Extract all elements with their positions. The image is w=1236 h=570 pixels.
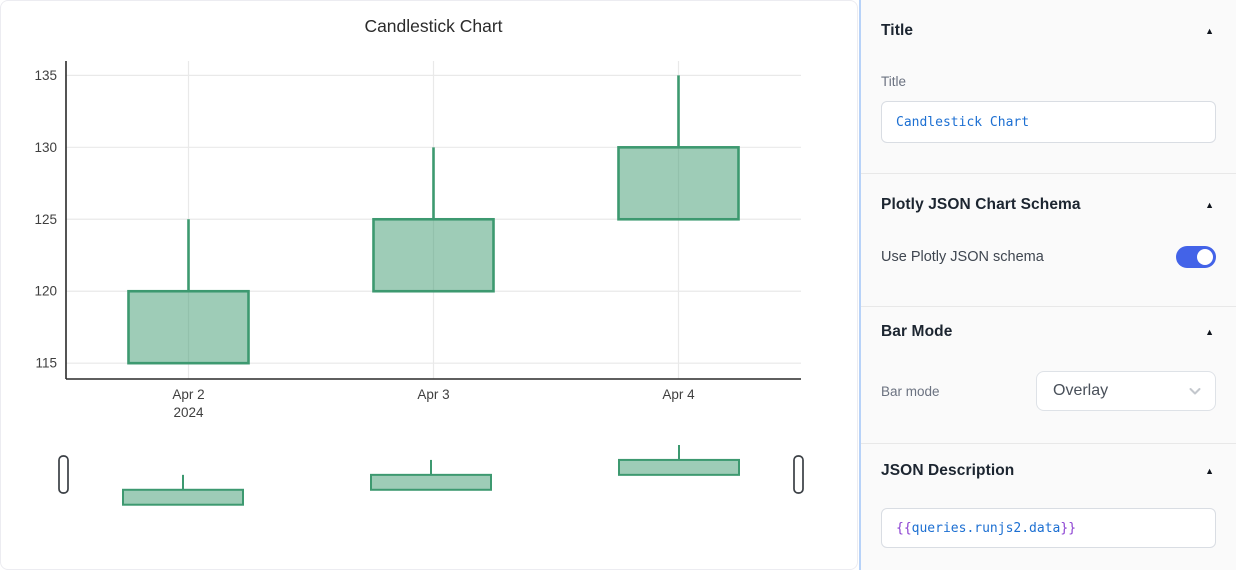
rangeslider-candlestick-body: [618, 458, 740, 476]
title-input-value: Candlestick Chart: [896, 114, 1030, 130]
chart-title: Candlestick Chart: [364, 16, 502, 36]
section-json-description: JSON Description ▲ {{queries.runjs2.data…: [861, 444, 1236, 548]
chart-card: 115 120 125 130 135 Apr 2 Apr 3 Apr 4 2024 Candle…: [0, 0, 858, 570]
use-plotly-json-schema-toggle[interactable]: [1176, 246, 1216, 268]
x-axis-tick-label: Apr 2: [172, 387, 204, 402]
x-axis-tick-label: Apr 3: [417, 387, 449, 402]
section-barmode-header: Bar Mode: [881, 323, 953, 340]
candlestick-body: [617, 146, 740, 221]
title-input[interactable]: Candlestick Chart: [881, 101, 1216, 143]
y-axis-tick-label: 120: [34, 284, 57, 299]
y-axis-tick-label: 135: [34, 68, 57, 83]
section-schema-header: Plotly JSON Chart Schema: [881, 196, 1081, 213]
collapse-arrow-icon[interactable]: ▲: [1205, 326, 1214, 337]
section-bar-mode: Bar Mode ▲ Bar mode Overlay: [861, 307, 1236, 444]
bar-mode-select[interactable]: Overlay: [1036, 371, 1216, 411]
collapse-arrow-icon[interactable]: ▲: [1205, 465, 1214, 476]
inspector-panel: Title ▲ Title Candlestick Chart Plotly J…: [859, 0, 1236, 570]
section-json-header: JSON Description: [881, 462, 1015, 479]
title-field-label: Title: [881, 74, 907, 89]
toggle-knob: [1197, 249, 1213, 265]
candlestick-body: [372, 217, 495, 293]
rangeslider-candlestick-body: [122, 488, 244, 506]
x-axis-tick-label: Apr 4: [662, 387, 695, 402]
use-plotly-json-schema-label: Use Plotly JSON schema: [881, 249, 1044, 265]
rangeslider-handle-right[interactable]: [793, 455, 804, 494]
candlestick-chart[interactable]: 115 120 125 130 135 Apr 2 Apr 3 Apr 4 2024 Candle…: [1, 1, 857, 569]
y-axis-tick-label: 130: [34, 140, 57, 155]
chevron-down-icon: [1189, 388, 1201, 395]
section-title-header: Title: [881, 22, 914, 39]
section-plotly-json-schema: Plotly JSON Chart Schema ▲ Use Plotly JS…: [861, 174, 1236, 307]
x-axis-year-label: 2024: [173, 405, 204, 420]
y-axis-tick-label: 125: [34, 212, 57, 227]
json-description-input[interactable]: {{queries.runjs2.data}}: [881, 508, 1216, 548]
section-title: Title ▲ Title Candlestick Chart: [861, 0, 1236, 174]
bar-mode-field-label: Bar mode: [881, 383, 940, 399]
bar-mode-selected-value: Overlay: [1053, 382, 1109, 399]
candlestick-body: [127, 289, 250, 365]
collapse-arrow-icon[interactable]: ▲: [1205, 199, 1214, 210]
y-axis-tick-label: 115: [35, 356, 57, 371]
rangeslider-candlestick-body: [370, 473, 492, 491]
collapse-arrow-icon[interactable]: ▲: [1205, 25, 1214, 36]
rangeslider-handle-left[interactable]: [58, 455, 69, 494]
